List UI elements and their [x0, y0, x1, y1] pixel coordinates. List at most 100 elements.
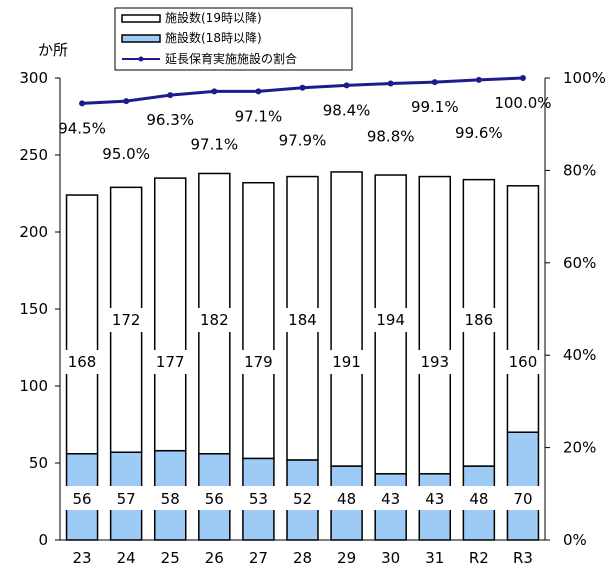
bar-19-label: 182	[200, 311, 229, 329]
ratio-label: 94.5%	[58, 119, 106, 137]
bar-19-label: 184	[288, 311, 317, 329]
ratio-label: 99.1%	[411, 98, 459, 116]
bar-18-label-bg	[238, 486, 279, 510]
bar-19-label-bg	[281, 308, 324, 332]
bar-19-label-bg	[325, 350, 368, 374]
bar-19-label: 177	[156, 353, 185, 371]
y-left-tick-label: 300	[19, 69, 48, 87]
ratio-point	[123, 98, 130, 105]
bar-19-label: 172	[112, 311, 141, 329]
bar-19-label-bg	[193, 308, 236, 332]
ratio-label: 96.3%	[146, 111, 194, 129]
y-left-tick-label: 100	[19, 377, 48, 395]
y-right-tick-label: 80%	[563, 161, 596, 179]
x-tick-label: 28	[293, 549, 312, 567]
ratio-point	[519, 75, 526, 81]
x-tick-label: R3	[513, 549, 533, 567]
bar-18-label: 70	[513, 490, 532, 508]
legend-label-18: 施設数(18時以降)	[165, 30, 262, 45]
bar-19-label: 186	[465, 311, 494, 329]
x-tick-label: 29	[337, 549, 356, 567]
bar-19-label-bg	[501, 350, 544, 374]
bar-18-label-bg	[282, 486, 323, 510]
y-left-tick-label: 50	[29, 454, 48, 472]
ratio-label: 97.1%	[190, 135, 238, 153]
x-tick-label: 26	[205, 549, 224, 567]
ratio-point	[255, 88, 262, 95]
x-tick-label: 23	[72, 549, 91, 567]
bar-19-label-bg	[105, 308, 148, 332]
bar-19-label-bg	[413, 350, 456, 374]
bar-19	[242, 181, 275, 460]
bar-18-label: 56	[72, 490, 91, 508]
y-left-unit: か所	[38, 41, 68, 59]
bar-19-label-bg	[237, 350, 280, 374]
ratio-label: 100.0%	[494, 94, 551, 112]
bar-18-label-bg	[414, 486, 455, 510]
y-right-tick-label: 0%	[563, 531, 587, 549]
bar-19-label: 160	[509, 353, 538, 371]
bar-19-label-bg	[369, 308, 412, 332]
y-left-tick-label: 250	[19, 146, 48, 164]
bar-18-label: 48	[469, 490, 488, 508]
bar-labels: 56 168 57 172 58 177 56 182 53 179 52 184 48 191 43 194…	[61, 308, 544, 510]
bar-18-label: 43	[381, 490, 400, 508]
x-tick-label: 24	[117, 549, 136, 567]
y-left-tick-label: 150	[19, 300, 48, 318]
ratio-point	[431, 79, 438, 86]
legend-swatch-19	[121, 14, 161, 23]
x-tick-label: 27	[249, 549, 268, 567]
bars	[65, 171, 540, 541]
bar-18-label-bg	[194, 486, 235, 510]
y-left-tick-label: 0	[38, 531, 48, 549]
bar-19	[418, 175, 452, 475]
ratio-point	[299, 84, 306, 91]
bar-18-label: 56	[205, 490, 224, 508]
y-right-tick-label: 60%	[563, 254, 596, 272]
bar-19	[65, 194, 99, 455]
bar-19-label-bg	[457, 308, 500, 332]
bar-19-label: 191	[332, 353, 361, 371]
bar-19	[506, 185, 540, 433]
bar-19-label: 194	[376, 311, 405, 329]
y-left-tick-label: 200	[19, 223, 48, 241]
ratio-point	[387, 80, 394, 87]
bar-18-label: 53	[249, 490, 268, 508]
ratio-point	[211, 88, 218, 95]
y-right-tick-label: 20%	[563, 439, 596, 457]
legend-swatch-18	[121, 34, 161, 43]
x-tick-label: 25	[161, 549, 180, 567]
legend-label-19: 施設数(19時以降)	[165, 10, 262, 25]
bar-19-label-bg	[149, 350, 192, 374]
bar-18-label: 48	[337, 490, 356, 508]
bar-18-label-bg	[62, 486, 103, 510]
ratio-label: 97.9%	[279, 132, 327, 150]
legend: 施設数(19時以降) 施設数(18時以降) 延長保育実施施設の割合	[114, 7, 353, 71]
ratio-point	[475, 76, 482, 83]
right-ticks: 0% 20% 40% 60% 80% 100%	[545, 69, 606, 549]
ratio-point	[167, 92, 174, 99]
bar-18-label: 58	[161, 490, 180, 508]
line-series: 94.5% 95.0% 96.3% 97.1% 97.1% 97.9% 98.4% 98.8%…	[58, 75, 552, 163]
bar-18-label: 43	[425, 490, 444, 508]
x-tick-label: 30	[381, 549, 400, 567]
bar-19-label: 168	[68, 353, 97, 371]
bar-18-label-bg	[370, 486, 411, 510]
ratio-label: 99.6%	[455, 124, 503, 142]
bar-19	[153, 177, 187, 452]
x-tick-label: R2	[469, 549, 489, 567]
ratio-label: 98.4%	[323, 101, 371, 119]
y-right-tick-label: 40%	[563, 346, 596, 364]
legend-line-marker	[138, 56, 144, 62]
legend-label-ratio: 延長保育実施施設の割合	[165, 51, 297, 66]
x-tick-labels: 23 24 25 26 27 28 29 30 31 R2 R3	[72, 549, 532, 567]
ratio-label: 98.8%	[367, 128, 415, 146]
bar-18-label-bg	[150, 486, 191, 510]
bar-19	[330, 171, 363, 467]
x-tick-label: 31	[425, 549, 444, 567]
ratio-label: 97.1%	[235, 107, 283, 125]
bar-18-label-bg	[458, 486, 499, 510]
ratio-point	[79, 100, 86, 107]
bar-18-label: 52	[293, 490, 312, 508]
